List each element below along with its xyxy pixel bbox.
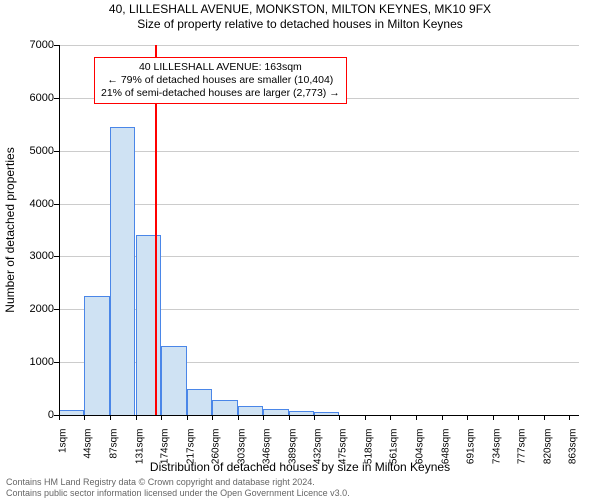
- histogram-bar: [136, 235, 161, 415]
- xtick-label: 44sqm: [83, 429, 94, 459]
- ytick-label: 0: [4, 409, 54, 421]
- annotation-line: 21% of semi-detached houses are larger (…: [101, 87, 340, 100]
- histogram-bar: [238, 406, 263, 416]
- xtick-label: 303sqm: [236, 429, 247, 465]
- xtick-label: 518sqm: [363, 429, 374, 465]
- xtick-mark: [212, 415, 213, 420]
- xtick-label: 604sqm: [414, 429, 425, 465]
- ytick-label: 7000: [4, 39, 54, 51]
- xtick-mark: [136, 415, 137, 420]
- histogram-bar: [110, 127, 135, 415]
- footer-line: Contains HM Land Registry data © Crown c…: [6, 477, 350, 487]
- xtick-label: 131sqm: [134, 429, 145, 465]
- xtick-mark: [569, 415, 570, 420]
- xtick-mark: [416, 415, 417, 420]
- xtick-mark: [493, 415, 494, 420]
- xtick-mark: [314, 415, 315, 420]
- xtick-mark: [84, 415, 85, 420]
- page-title-line1: 40, LILLESHALL AVENUE, MONKSTON, MILTON …: [0, 2, 600, 16]
- histogram-bar: [212, 400, 237, 415]
- xtick-mark: [161, 415, 162, 420]
- xtick-mark: [59, 415, 60, 420]
- xtick-mark: [544, 415, 545, 420]
- xtick-mark: [238, 415, 239, 420]
- x-axis-label: Distribution of detached houses by size …: [0, 460, 600, 474]
- xtick-label: 691sqm: [466, 429, 477, 465]
- gridline: [59, 151, 579, 152]
- footer-line: Contains public sector information licen…: [6, 488, 350, 498]
- xtick-label: 734sqm: [491, 429, 502, 465]
- ytick-label: 3000: [4, 250, 54, 262]
- histogram-bar: [84, 296, 109, 415]
- xtick-mark: [442, 415, 443, 420]
- xtick-label: 777sqm: [517, 429, 528, 465]
- xtick-label: 346sqm: [262, 429, 273, 465]
- y-axis: [59, 45, 60, 415]
- xtick-mark: [390, 415, 391, 420]
- annotation-box: 40 LILLESHALL AVENUE: 163sqm← 79% of det…: [94, 57, 347, 104]
- xtick-mark: [110, 415, 111, 420]
- xtick-label: 475sqm: [338, 429, 349, 465]
- ytick-label: 5000: [4, 145, 54, 157]
- y-axis-label: Number of detached properties: [3, 147, 17, 312]
- xtick-label: 260sqm: [211, 429, 222, 465]
- xtick-label: 561sqm: [389, 429, 400, 465]
- xtick-label: 87sqm: [108, 429, 119, 459]
- attribution-footer: Contains HM Land Registry data © Crown c…: [6, 477, 350, 498]
- xtick-label: 1sqm: [58, 429, 69, 453]
- histogram-bar: [187, 389, 212, 415]
- ytick-label: 4000: [4, 198, 54, 210]
- xtick-mark: [339, 415, 340, 420]
- ytick-label: 6000: [4, 92, 54, 104]
- gridline: [59, 204, 579, 205]
- xtick-label: 174sqm: [160, 429, 171, 465]
- xtick-mark: [289, 415, 290, 420]
- xtick-mark: [467, 415, 468, 420]
- xtick-label: 820sqm: [542, 429, 553, 465]
- gridline: [59, 45, 579, 46]
- histogram-plot: 010002000300040005000600070001sqm44sqm87…: [59, 45, 579, 415]
- ytick-label: 2000: [4, 303, 54, 315]
- xtick-label: 432sqm: [312, 429, 323, 465]
- xtick-mark: [263, 415, 264, 420]
- xtick-label: 217sqm: [185, 429, 196, 465]
- xtick-mark: [187, 415, 188, 420]
- ytick-label: 1000: [4, 356, 54, 368]
- annotation-line: 40 LILLESHALL AVENUE: 163sqm: [101, 61, 340, 74]
- annotation-line: ← 79% of detached houses are smaller (10…: [101, 74, 340, 87]
- xtick-mark: [365, 415, 366, 420]
- histogram-bar: [161, 346, 186, 415]
- xtick-label: 389sqm: [287, 429, 298, 465]
- x-axis: [59, 415, 579, 416]
- page-title-line2: Size of property relative to detached ho…: [0, 17, 600, 31]
- xtick-label: 863sqm: [567, 429, 578, 465]
- xtick-mark: [518, 415, 519, 420]
- xtick-label: 648sqm: [440, 429, 451, 465]
